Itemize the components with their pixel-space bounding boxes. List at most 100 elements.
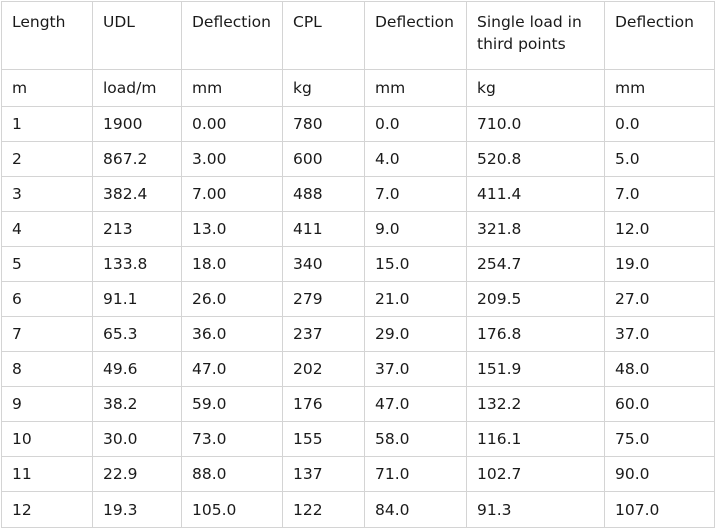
table-cell: 132.2 (466, 386, 605, 422)
table-cell: 60.0 (604, 386, 715, 422)
table-cell: 4 (1, 211, 93, 247)
table-cell: 11 (1, 456, 93, 492)
table-cell: 7.00 (181, 176, 283, 212)
table-cell: 151.9 (466, 351, 605, 387)
unit-cell: mm (364, 69, 467, 107)
table-row: 5 133.8 18.0 340 15.0 254.7 19.0 (1, 246, 715, 282)
table-cell: 0.00 (181, 106, 283, 142)
table-cell: 600 (282, 141, 365, 177)
table-cell: 7.0 (604, 176, 715, 212)
table-cell: 520.8 (466, 141, 605, 177)
table-row: 6 91.1 26.0 279 21.0 209.5 27.0 (1, 281, 715, 317)
table-cell: 13.0 (181, 211, 283, 247)
table-cell: 3 (1, 176, 93, 212)
table-cell: 105.0 (181, 491, 283, 528)
table-cell: 10 (1, 421, 93, 457)
table-cell: 488 (282, 176, 365, 212)
table-row: 10 30.0 73.0 155 58.0 116.1 75.0 (1, 421, 715, 457)
table-cell: 26.0 (181, 281, 283, 317)
table-cell: 48.0 (604, 351, 715, 387)
table-row: 9 38.2 59.0 176 47.0 132.2 60.0 (1, 386, 715, 422)
header-cell-cpl-deflection: Deflection (364, 1, 467, 70)
table-cell: 710.0 (466, 106, 605, 142)
table-cell: 8 (1, 351, 93, 387)
table-row: 11 22.9 88.0 137 71.0 102.7 90.0 (1, 456, 715, 492)
unit-cell: m (1, 69, 93, 107)
table-cell: 27.0 (604, 281, 715, 317)
table-cell: 71.0 (364, 456, 467, 492)
table-cell: 37.0 (364, 351, 467, 387)
table-cell: 213 (92, 211, 182, 247)
table-cell: 254.7 (466, 246, 605, 282)
table-cell: 30.0 (92, 421, 182, 457)
table-row: 2 867.2 3.00 600 4.0 520.8 5.0 (1, 141, 715, 177)
table-cell: 133.8 (92, 246, 182, 282)
table-cell: 5 (1, 246, 93, 282)
table-cell: 340 (282, 246, 365, 282)
table-cell: 12.0 (604, 211, 715, 247)
table-cell: 1900 (92, 106, 182, 142)
table-cell: 47.0 (181, 351, 283, 387)
table-cell: 411.4 (466, 176, 605, 212)
table-cell: 37.0 (604, 316, 715, 352)
table-cell: 75.0 (604, 421, 715, 457)
table-cell: 102.7 (466, 456, 605, 492)
table-cell: 9 (1, 386, 93, 422)
table-cell: 12 (1, 491, 93, 528)
table-cell: 38.2 (92, 386, 182, 422)
table-cell: 47.0 (364, 386, 467, 422)
unit-cell: mm (181, 69, 283, 107)
table-row: 4 213 13.0 411 9.0 321.8 12.0 (1, 211, 715, 247)
table-row: 3 382.4 7.00 488 7.0 411.4 7.0 (1, 176, 715, 212)
table-row: 7 65.3 36.0 237 29.0 176.8 37.0 (1, 316, 715, 352)
table-cell: 7.0 (364, 176, 467, 212)
table-cell: 780 (282, 106, 365, 142)
table-cell: 5.0 (604, 141, 715, 177)
table-cell: 2 (1, 141, 93, 177)
table-row: 1 1900 0.00 780 0.0 710.0 0.0 (1, 106, 715, 142)
table-cell: 58.0 (364, 421, 467, 457)
table-cell: 73.0 (181, 421, 283, 457)
table-cell: 22.9 (92, 456, 182, 492)
table-cell: 19.0 (604, 246, 715, 282)
table-cell: 3.00 (181, 141, 283, 177)
header-cell-cpl: CPL (282, 1, 365, 70)
table-cell: 49.6 (92, 351, 182, 387)
table-cell: 21.0 (364, 281, 467, 317)
table-cell: 59.0 (181, 386, 283, 422)
table-row: 8 49.6 47.0 202 37.0 151.9 48.0 (1, 351, 715, 387)
header-cell-udl: UDL (92, 1, 182, 70)
table-cell: 0.0 (604, 106, 715, 142)
table-cell: 116.1 (466, 421, 605, 457)
table-cell: 9.0 (364, 211, 467, 247)
table-cell: 29.0 (364, 316, 467, 352)
table-row: 12 19.3 105.0 122 84.0 91.3 107.0 (1, 491, 715, 528)
unit-cell: load/m (92, 69, 182, 107)
header-row: Length UDL Deflection CPL Deflection Sin… (1, 1, 715, 70)
table-cell: 382.4 (92, 176, 182, 212)
table-cell: 18.0 (181, 246, 283, 282)
table-cell: 6 (1, 281, 93, 317)
table-cell: 65.3 (92, 316, 182, 352)
table-cell: 4.0 (364, 141, 467, 177)
table-cell: 137 (282, 456, 365, 492)
table-cell: 176 (282, 386, 365, 422)
table-cell: 91.1 (92, 281, 182, 317)
table-cell: 1 (1, 106, 93, 142)
header-cell-single-load: Single load in third points (466, 1, 605, 70)
table-cell: 867.2 (92, 141, 182, 177)
unit-cell: kg (466, 69, 605, 107)
header-cell-udl-deflection: Deflection (181, 1, 283, 70)
table-cell: 279 (282, 281, 365, 317)
header-cell-length: Length (1, 1, 93, 70)
table-cell: 36.0 (181, 316, 283, 352)
table-cell: 237 (282, 316, 365, 352)
table-cell: 91.3 (466, 491, 605, 528)
unit-cell: kg (282, 69, 365, 107)
units-row: m load/m mm kg mm kg mm (1, 69, 715, 107)
table-cell: 19.3 (92, 491, 182, 528)
table-cell: 176.8 (466, 316, 605, 352)
table-cell: 107.0 (604, 491, 715, 528)
table-cell: 321.8 (466, 211, 605, 247)
